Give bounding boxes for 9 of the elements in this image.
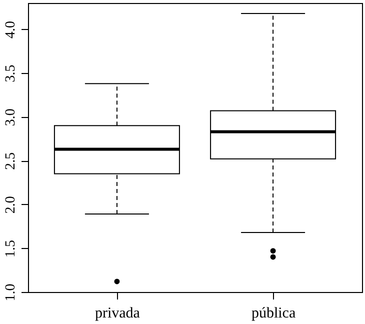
y-tick-label: 1.0 <box>4 284 18 302</box>
y-tick-label: 2.5 <box>4 152 18 170</box>
x-tick-label: privada <box>94 306 140 322</box>
y-tick-label: 3.5 <box>4 64 18 82</box>
y-tick-label: 4.0 <box>4 21 18 39</box>
x-tick-label: pública <box>251 306 296 322</box>
y-tick-label: 3.0 <box>4 108 18 126</box>
y-tick-label: 2.0 <box>4 196 18 214</box>
y-tick-label: 1.5 <box>4 240 18 258</box>
